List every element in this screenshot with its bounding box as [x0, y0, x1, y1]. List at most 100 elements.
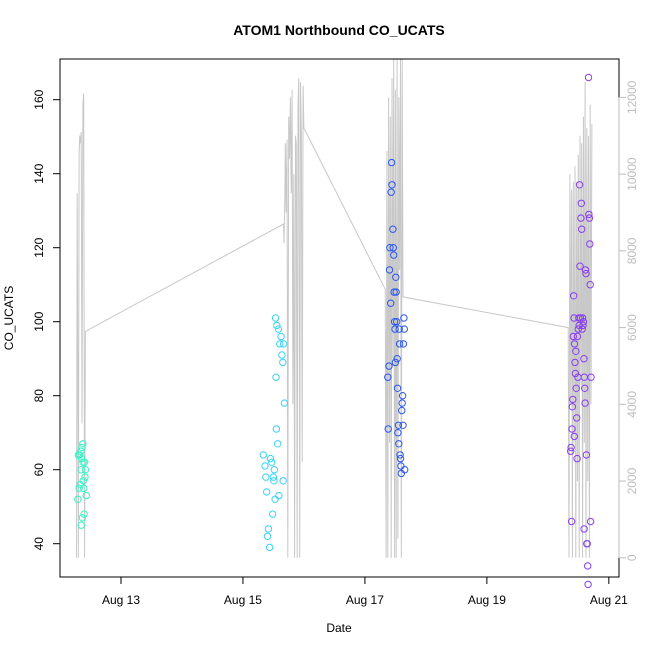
- plot-area-frame: [59, 58, 620, 578]
- data-point-series-1: [74, 495, 82, 503]
- data-point-series-4: [586, 240, 594, 248]
- data-point-series-3: [388, 181, 396, 189]
- y2-tick-label: 12000: [625, 80, 639, 114]
- y-tick-label: 160: [32, 89, 46, 109]
- data-point-series-4: [571, 358, 579, 367]
- data-point-series-3: [391, 325, 399, 333]
- y-tick-label: 60: [32, 463, 46, 477]
- data-point-series-3: [387, 299, 395, 307]
- chart-title: ATOM1 Northbound CO_UCATS: [233, 22, 445, 38]
- data-point-series-2: [269, 473, 278, 481]
- data-point-series-3: [385, 362, 393, 370]
- data-point-series-3: [398, 406, 406, 415]
- data-point-series-3: [399, 421, 407, 429]
- data-point-series-4: [571, 369, 580, 378]
- data-point-series-3: [391, 358, 400, 367]
- y2-tick-label: 4000: [625, 391, 639, 418]
- data-point-series-3: [398, 392, 407, 400]
- data-point-series-2: [261, 462, 269, 470]
- data-point-series-2: [278, 351, 286, 359]
- data-point-series-1: [81, 466, 90, 474]
- data-point-series-2: [280, 399, 289, 407]
- secondary-series-layer: [76, 58, 593, 558]
- data-point-series-2: [271, 314, 280, 322]
- data-point-series-1: [79, 477, 88, 485]
- data-point-series-2: [263, 532, 272, 540]
- data-point-series-2: [272, 425, 281, 433]
- y2-tick-label: 0: [625, 554, 639, 561]
- data-point-series-4: [567, 447, 575, 455]
- data-point-series-2: [279, 358, 287, 367]
- data-point-series-4: [581, 399, 589, 407]
- data-point-series-2: [268, 458, 276, 466]
- data-point-series-3: [387, 158, 396, 167]
- data-point-series-3: [393, 355, 401, 363]
- y-tick-label: 140: [32, 163, 46, 183]
- y-axis-label: CO_UCATS: [2, 286, 16, 350]
- data-point-series-4: [578, 225, 586, 233]
- data-point-series-4: [585, 214, 594, 222]
- data-point-series-3: [386, 244, 394, 252]
- data-point-series-3: [390, 318, 399, 326]
- data-point-series-2: [265, 543, 274, 552]
- data-point-series-2: [263, 488, 271, 496]
- data-point-series-3: [394, 429, 402, 437]
- data-point-series-4: [584, 73, 593, 82]
- y2-tick-label: 10000: [625, 157, 639, 191]
- data-point-series-3: [385, 266, 394, 274]
- data-point-series-3: [394, 421, 403, 429]
- data-point-series-1: [78, 514, 87, 522]
- data-point-series-3: [393, 318, 401, 326]
- data-point-series-4: [573, 454, 581, 463]
- data-point-series-4: [585, 210, 593, 219]
- data-point-series-3: [389, 244, 397, 252]
- data-point-series-2: [264, 525, 273, 533]
- data-point-series-4: [582, 269, 590, 278]
- data-point-series-1: [76, 451, 84, 459]
- data-point-series-4: [580, 355, 588, 363]
- data-point-series-4: [577, 214, 585, 222]
- data-point-series-4: [587, 373, 595, 381]
- data-point-series-2: [266, 454, 275, 463]
- data-point-series-4: [568, 403, 577, 411]
- data-point-series-1: [77, 466, 85, 474]
- data-point-series-4: [573, 414, 581, 422]
- data-point-series-4: [583, 540, 591, 548]
- data-point-series-4: [579, 318, 588, 326]
- data-point-series-3: [392, 273, 400, 281]
- data-point-series-3: [390, 251, 398, 259]
- data-point-series-4: [579, 321, 587, 330]
- data-point-series-2: [262, 473, 270, 481]
- data-point-series-2: [273, 321, 281, 330]
- data-point-series-4: [577, 199, 585, 208]
- x-tick-label: Aug 21: [590, 593, 628, 607]
- data-point-series-4: [567, 517, 576, 526]
- data-point-series-4: [574, 325, 582, 333]
- data-point-series-3: [393, 384, 402, 392]
- points-layer: [74, 73, 595, 589]
- data-point-series-4: [570, 292, 578, 300]
- data-point-series-4: [569, 332, 577, 341]
- data-point-series-3: [395, 325, 403, 333]
- data-point-series-3: [398, 399, 406, 407]
- data-point-series-3: [396, 454, 405, 463]
- data-point-series-3: [384, 373, 392, 381]
- data-point-series-2: [277, 332, 285, 341]
- y-tick-label: 80: [32, 389, 46, 403]
- data-point-series-2: [268, 510, 277, 518]
- y-axis: 40 60 80 100 120 140 160: [32, 89, 61, 551]
- data-point-series-1: [79, 458, 87, 466]
- data-point-series-2: [271, 495, 279, 503]
- data-point-series-4: [575, 181, 584, 189]
- x-tick-label: Aug 19: [468, 593, 506, 607]
- y2-axis: 0 2000 4000 6000 8000 10000 12000: [618, 80, 639, 561]
- data-point-series-4: [578, 314, 587, 322]
- y-tick-label: 40: [32, 537, 46, 551]
- data-point-series-3: [395, 340, 404, 348]
- data-point-series-1: [77, 447, 85, 455]
- data-point-series-2: [279, 477, 287, 485]
- data-point-series-4: [572, 384, 580, 392]
- data-point-series-4: [578, 325, 586, 333]
- data-point-series-4: [573, 332, 582, 341]
